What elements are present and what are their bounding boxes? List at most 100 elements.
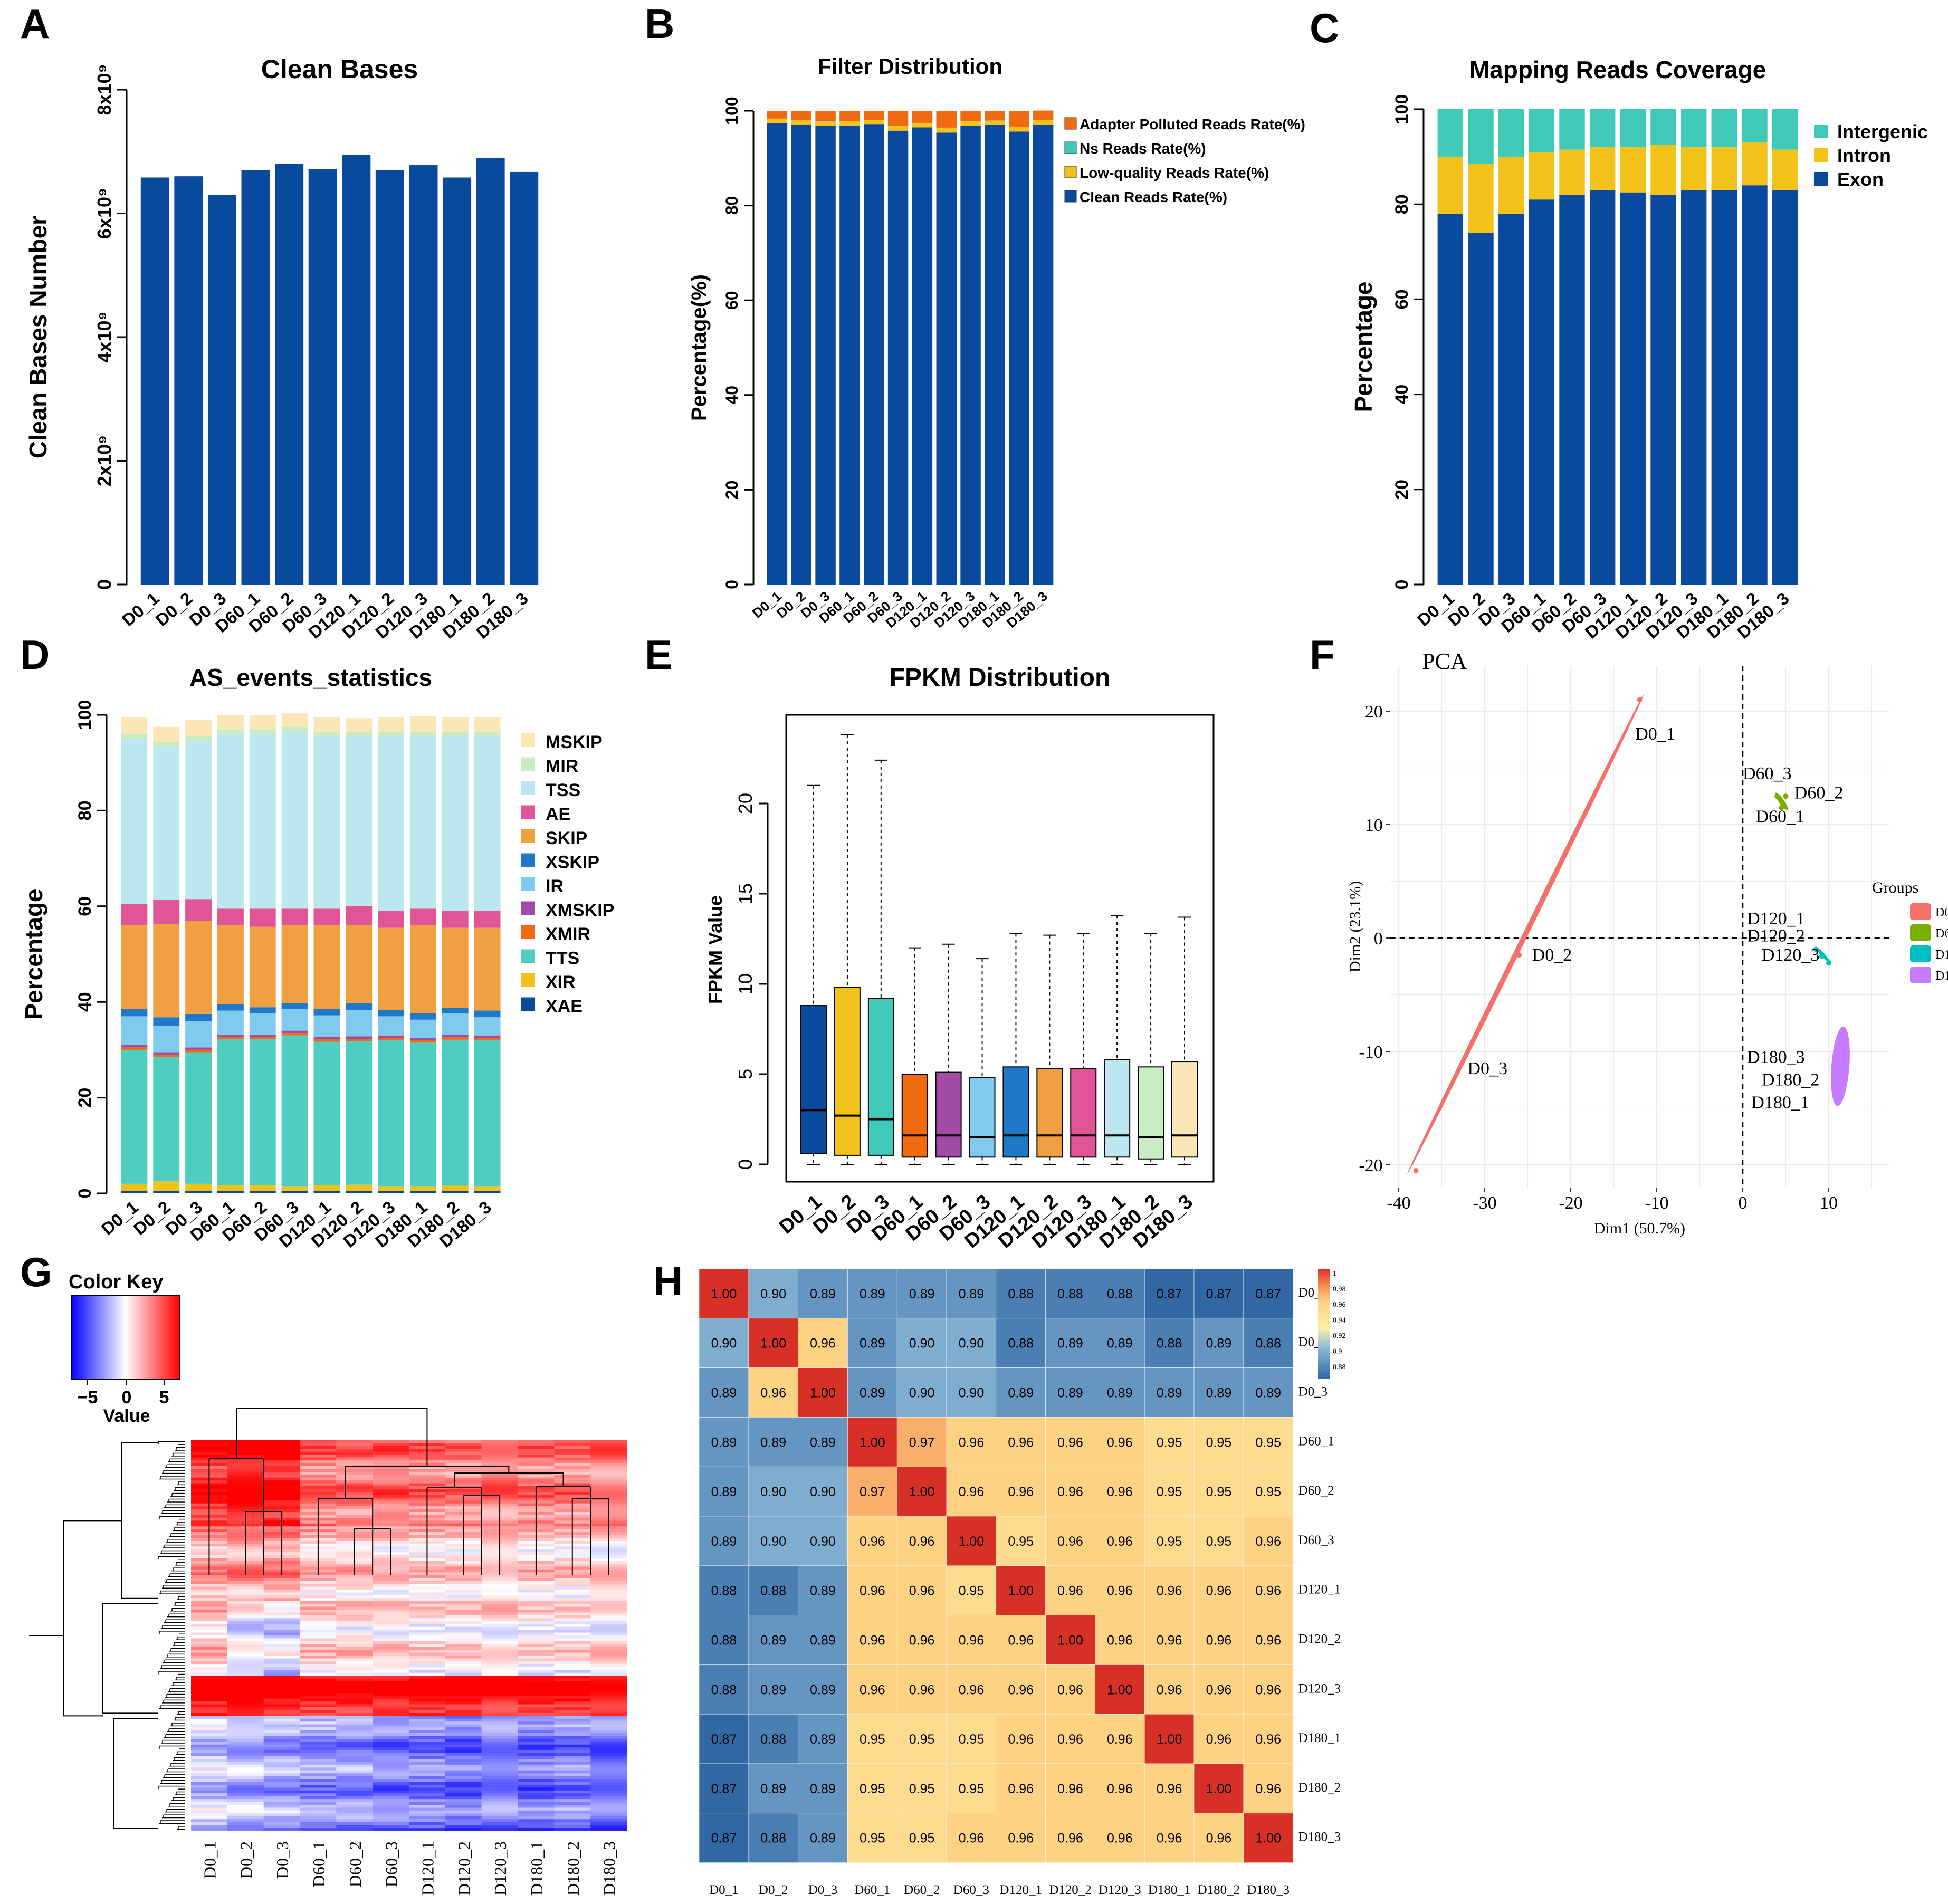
corr-cell: [946, 1664, 997, 1715]
heat-cell: [590, 1738, 627, 1742]
heat-cell: [263, 1704, 300, 1708]
heat-cell: [445, 1672, 482, 1676]
heat-cell: [481, 1807, 518, 1811]
heat-cell: [554, 1707, 591, 1710]
corr-value: 0.96: [1057, 1732, 1083, 1747]
heat-cell: [518, 1670, 555, 1673]
corr-value: 0.95: [1206, 1435, 1232, 1450]
heat-cell: [590, 1799, 627, 1803]
bar-adapter-polluted-reads-rate-: [887, 111, 909, 126]
heat-cell: [263, 1721, 300, 1725]
heat-cell: [590, 1575, 627, 1578]
heat-cell: [336, 1604, 373, 1608]
heat-cell: [263, 1738, 300, 1742]
heat-cell: [409, 1672, 446, 1676]
heat-cell: [191, 1650, 228, 1653]
heat-cell: [191, 1696, 228, 1699]
heat-cell: [263, 1696, 300, 1699]
heat-cell: [336, 1690, 373, 1693]
heat-cell: [373, 1471, 409, 1475]
corr-cell: [996, 1813, 1046, 1863]
bar-ir: [153, 1026, 180, 1053]
heat-cell: [300, 1672, 337, 1676]
bar-mir: [121, 734, 148, 739]
row-label: D180_2: [1298, 1781, 1341, 1795]
corr-value: 0.89: [760, 1682, 786, 1697]
heat-cell: [590, 1710, 627, 1714]
heat-cell: [336, 1650, 373, 1653]
heat-cell: [445, 1449, 482, 1452]
bar-ir: [442, 1013, 469, 1035]
bar-adapter-polluted-reads-rate-: [912, 111, 933, 123]
heat-cell: [336, 1644, 373, 1648]
heat-cell: [227, 1495, 264, 1498]
heat-cell: [373, 1738, 409, 1742]
heat-cell: [481, 1776, 518, 1779]
corr-value: 0.87: [711, 1732, 737, 1747]
heat-cell: [263, 1733, 300, 1736]
bar-tss: [121, 739, 148, 904]
heat-cell: [373, 1813, 409, 1817]
heat-cell: [445, 1440, 482, 1443]
heat-cell: [263, 1641, 300, 1644]
heat-cell: [590, 1747, 627, 1751]
heat-cell: [481, 1463, 518, 1467]
corr-value: 0.96: [1255, 1682, 1281, 1697]
legend-swatch: [1064, 141, 1077, 154]
corr-cell: [798, 1813, 848, 1863]
heat-cell: [336, 1799, 373, 1803]
bar-adapter-polluted-reads-rate-: [767, 111, 788, 119]
heat-cell: [227, 1822, 264, 1825]
corr-cell: [699, 1268, 749, 1319]
corr-cell: [1045, 1318, 1095, 1368]
heat-cell: [554, 1604, 591, 1608]
heat-cell: [191, 1621, 228, 1624]
heat-cell: [336, 1756, 373, 1759]
heat-cell: [191, 1738, 228, 1742]
row-dendrogram-branch: [113, 1718, 158, 1829]
bar-intron: [1650, 145, 1676, 195]
heat-cell: [481, 1816, 518, 1820]
heat-cell: [590, 1647, 627, 1650]
point-label: D180_2: [1762, 1070, 1820, 1090]
heat-cell: [300, 1449, 337, 1452]
corr-value: 1.00: [711, 1287, 737, 1302]
heat-cell: [300, 1701, 337, 1705]
x-tick-label: 10: [1820, 1193, 1838, 1213]
corr-value: 0.96: [909, 1633, 935, 1648]
bar-xae: [442, 1191, 469, 1193]
legend-label: D60: [1935, 927, 1948, 941]
heat-cell: [373, 1656, 409, 1659]
heat-cell: [263, 1443, 300, 1447]
heat-cell: [481, 1730, 518, 1734]
heat-cell: [518, 1446, 555, 1449]
corr-cell: [748, 1664, 798, 1715]
heat-cell: [300, 1738, 337, 1742]
heat-cell: [300, 1670, 337, 1673]
point-label: D60_3: [1743, 764, 1792, 783]
heat-cell: [300, 1819, 337, 1823]
corr-value: 0.89: [860, 1386, 885, 1401]
heat-cell: [518, 1460, 555, 1464]
heat-cell: [373, 1704, 409, 1708]
heat-cell: [518, 1457, 555, 1461]
heat-cell: [227, 1701, 264, 1705]
corr-value: 1.00: [1206, 1782, 1232, 1796]
heat-cell: [518, 1480, 555, 1484]
heat-cell: [518, 1624, 555, 1628]
bar-xir: [249, 1185, 276, 1191]
heat-cell: [227, 1652, 264, 1656]
bar-intergenic: [1498, 109, 1524, 157]
heat-cell: [191, 1684, 228, 1688]
heat-cell: [263, 1610, 300, 1613]
heat-cell: [590, 1822, 627, 1825]
corr-cell: [847, 1268, 897, 1319]
heat-cell: [227, 1672, 264, 1676]
heat-cell: [263, 1491, 300, 1495]
heat-cell: [518, 1656, 555, 1659]
corr-cell: [1144, 1367, 1195, 1418]
corr-cell: [946, 1318, 997, 1368]
y-tick-label: 0: [1374, 929, 1383, 949]
column-label: D0_1: [200, 1841, 219, 1879]
heat-cell: [263, 1767, 300, 1771]
